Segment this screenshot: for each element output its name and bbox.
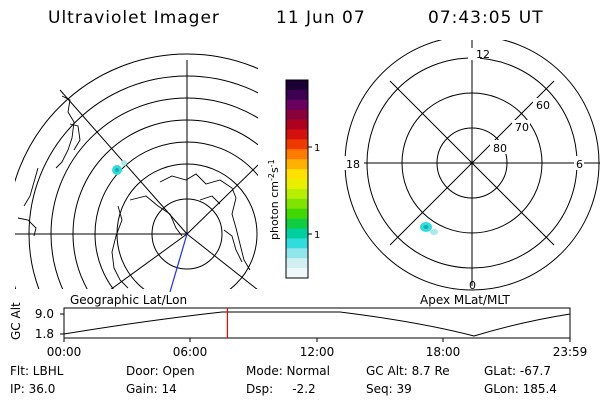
mode-info: Mode: Normal [246, 364, 330, 378]
altitude-curve [63, 311, 571, 337]
colorbar-swatch [286, 248, 308, 259]
geographic-label: Geographic Lat/Lon [70, 293, 188, 307]
alt-tick-9: 9.0 [35, 307, 54, 321]
colorbar-swatch [286, 258, 308, 269]
colorbar-swatch [286, 238, 308, 249]
colorbar-tick-10: 10 [314, 230, 320, 241]
colorbar-swatch [286, 218, 308, 229]
colorbar-swatch [286, 208, 308, 220]
time-tick-0600: 06:00 [173, 345, 208, 359]
colorbar-swatch [286, 228, 308, 239]
time-tick-2359: 23:59 [553, 345, 588, 359]
colorbar: 100 10 photon cm-2s-1 [267, 79, 320, 279]
gc-alt-info: GC Alt: 8.7 Re [366, 364, 450, 378]
instrument-title: Ultraviolet Imager [48, 8, 220, 28]
colorbar-swatch [286, 169, 308, 180]
time-tick-0000: 00:00 [47, 345, 82, 359]
colorbar-swatch [286, 109, 308, 121]
door-info: Door: Open [126, 364, 195, 378]
colorbar-swatch [286, 198, 308, 210]
colorbar-swatch [286, 159, 308, 170]
mlt-label-0: 0 [469, 279, 476, 292]
dsp-info: Dsp: -2.2 [246, 382, 316, 396]
mlt-label-6: 6 [576, 158, 583, 171]
seq-info: Seq: 39 [366, 382, 412, 396]
longitude-lines [15, 60, 258, 289]
colorbar-swatch [286, 99, 308, 111]
time-tick-1800: 18:00 [426, 345, 461, 359]
mlat-label-60: 60 [536, 99, 550, 112]
altitude-plot: 9.0 1.8 GC Alt 00:00 06:00 12:00 18:00 2… [9, 302, 588, 359]
mlt-label-12: 12 [476, 48, 490, 61]
glat-info: GLat: -67.7 [484, 364, 551, 378]
gain-info: Gain: 14 [126, 382, 177, 396]
apex-label: Apex MLat/MLT [420, 293, 510, 307]
time-tick-1200: 12:00 [300, 345, 335, 359]
coastlines [17, 95, 251, 289]
colorbar-tick-100: 100 [314, 143, 320, 154]
latitude-circles [15, 53, 258, 289]
colorbar-swatch [286, 139, 308, 150]
ip-info: IP: 36.0 [10, 382, 56, 396]
aurora-spot [112, 160, 127, 175]
glon-info: GLon: 185.4 [484, 382, 557, 396]
aurora-spot-apex [420, 222, 438, 235]
apex-polar-plot: 12 18 6 0 60 70 80 [344, 40, 600, 292]
colorbar-swatch [286, 268, 308, 279]
colorbar-swatch [286, 80, 308, 91]
colorbar-swatch [286, 149, 308, 160]
filter-info: Flt: LBHL [10, 364, 64, 378]
colorbar-swatch [286, 129, 308, 140]
colorbar-swatch [286, 179, 308, 190]
mlt-label-18: 18 [346, 158, 360, 171]
colorbar-swatch [286, 89, 308, 101]
mlat-label-80: 80 [493, 142, 507, 155]
mlat-label-70: 70 [515, 121, 529, 134]
date-label: 11 Jun 07 [276, 8, 366, 28]
colorbar-swatch [286, 119, 308, 130]
geographic-map [15, 53, 258, 293]
colorbar-swatch [286, 188, 308, 200]
colorbar-swatches [286, 80, 308, 279]
alt-tick-1-8: 1.8 [35, 327, 54, 341]
alt-axis-label: GC Alt [9, 302, 23, 340]
spacecraft-track [169, 233, 188, 293]
time-label: 07:43:05 UT [428, 8, 544, 28]
colorbar-unit: photon cm-2s-1 [267, 159, 281, 240]
